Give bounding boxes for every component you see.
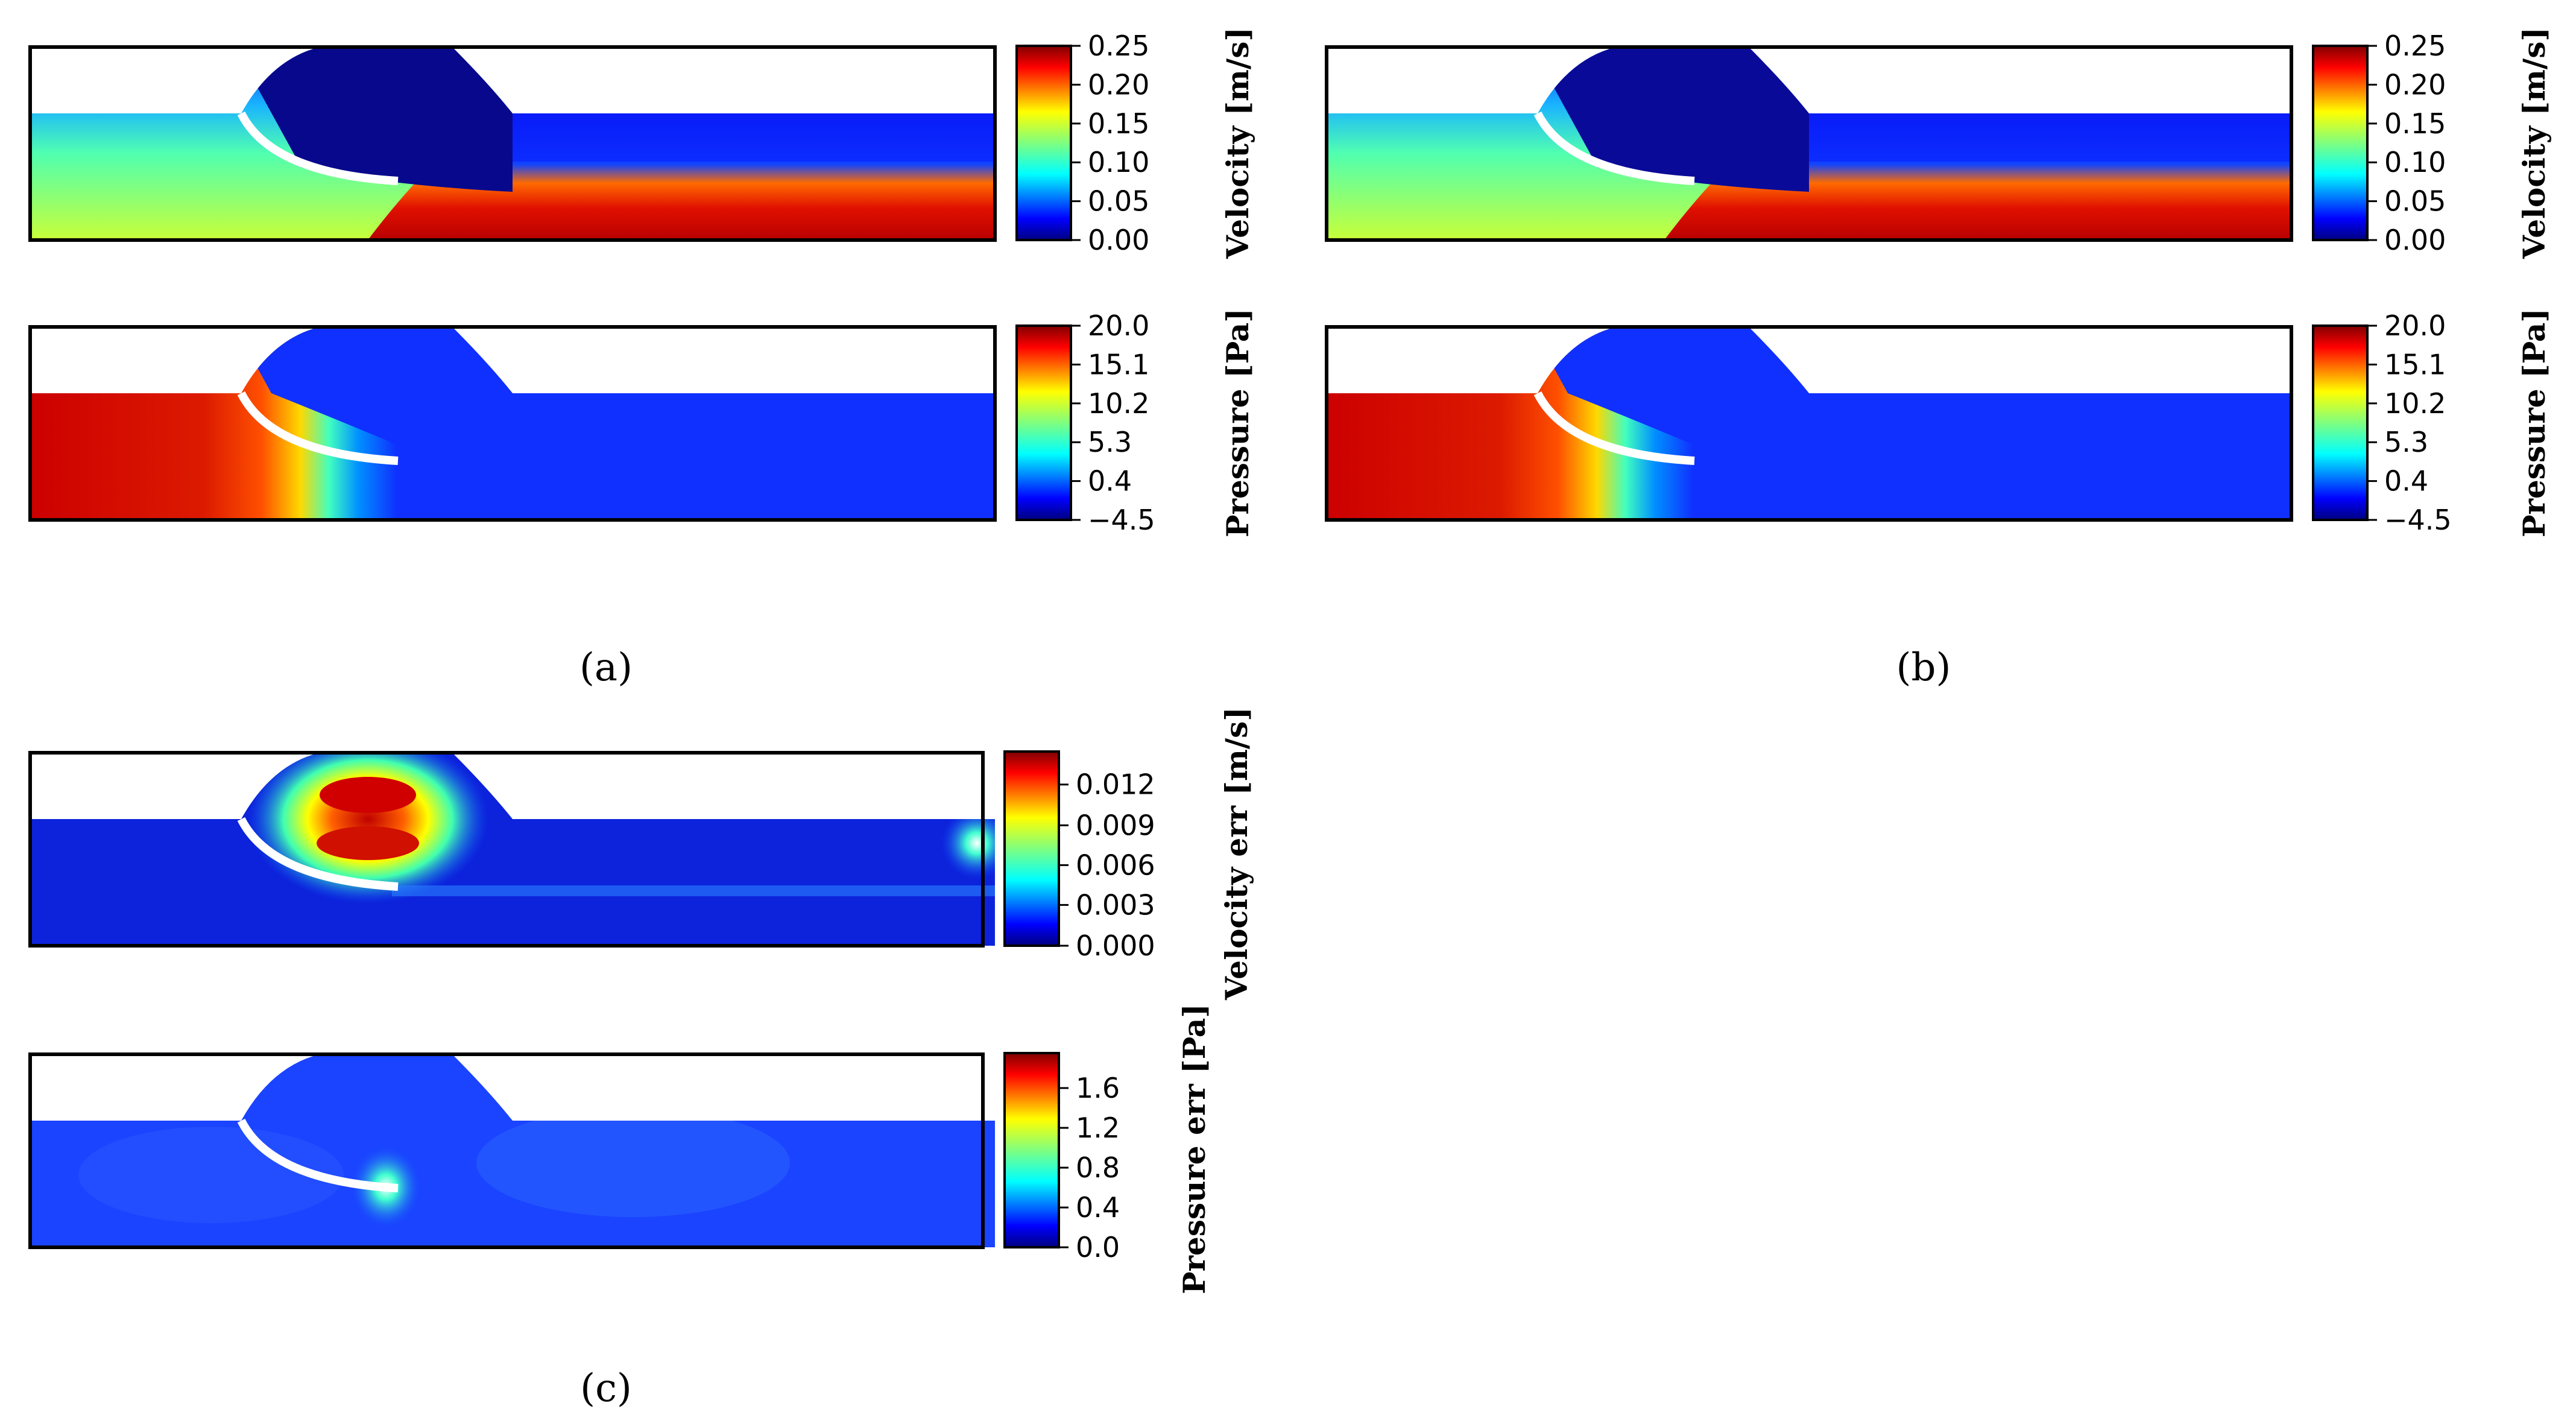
- colorbar-tick-label: 0.25: [2384, 30, 2446, 62]
- velocity-plot-a: [28, 45, 997, 242]
- panel-c: [28, 750, 1060, 1249]
- colorbar-tick-label: 10.2: [1088, 387, 1149, 420]
- colorbar-tick-label: 0.8: [1076, 1151, 1120, 1184]
- colorbar-tick-label: −4.5: [2384, 504, 2452, 536]
- colorbar-label: Velocity [m/s]: [1220, 27, 1255, 259]
- colorbar-tick-label: 5.3: [2384, 426, 2428, 458]
- colorbar-pressure-a: [1015, 324, 1072, 521]
- colorbar-tick-label: 15.1: [2384, 348, 2446, 381]
- colorbar-labels: 0.25 0.20 0.15 0.10 0.05 0.00 Velocity [m/s] 20…: [1059, 27, 2552, 1294]
- colorbar-tick-label: 0.4: [1076, 1191, 1120, 1224]
- colorbar-tick-label: 0.012: [1076, 768, 1155, 801]
- colorbar-tick-label: 0.05: [1088, 185, 1149, 218]
- caption-b: (b): [1896, 645, 1951, 690]
- colorbar-tick-label: 0.25: [1088, 30, 1149, 62]
- colorbar-tick-label: 15.1: [1088, 348, 1149, 381]
- colorbar-label: Velocity err [m/s]: [1219, 707, 1254, 1001]
- colorbar-tick-label: 0.10: [1088, 146, 1149, 179]
- colorbar-tick-label: 0.4: [2384, 465, 2428, 498]
- colorbar-tick-label: 0.20: [2384, 68, 2446, 101]
- colorbar-label: Pressure err [Pa]: [1176, 1004, 1212, 1294]
- colorbar-tick-label: 0.00: [1088, 224, 1149, 256]
- colorbar-tick-label: 1.2: [1076, 1112, 1120, 1144]
- colorbar-pressure-error-c: [1003, 1052, 1060, 1249]
- velocity-plot-b: [1325, 45, 2293, 242]
- colorbar-tick-label: 0.000: [1076, 929, 1155, 962]
- caption-a: (a): [579, 645, 633, 690]
- colorbar-velocity-b: [2312, 45, 2369, 241]
- colorbar-tick-label: 0.00: [2384, 224, 2446, 256]
- panel-a: [28, 45, 1072, 522]
- colorbar-label: Pressure [Pa]: [1220, 308, 1255, 537]
- colorbar-tick-label: −4.5: [1088, 504, 1155, 536]
- caption-c: (c): [580, 1366, 632, 1411]
- pressure-error-plot-c: [28, 1052, 995, 1249]
- colorbar-tick-label: 0.003: [1076, 888, 1155, 921]
- pressure-plot-a: [28, 325, 997, 522]
- colorbar-tick-label: 1.6: [1076, 1072, 1120, 1104]
- colorbar-tick-label: 0.4: [1088, 465, 1132, 498]
- colorbar-tick-label: 0.009: [1076, 809, 1155, 841]
- colorbar-velocity-error-c: [1003, 750, 1060, 947]
- colorbar-tick-label: 20.0: [1088, 309, 1149, 342]
- panel-b: [1325, 45, 2369, 522]
- colorbar-label: Velocity [m/s]: [2516, 27, 2552, 259]
- velocity-error-plot-c: [28, 751, 995, 948]
- colorbar-tick-label: 0.05: [2384, 185, 2446, 218]
- colorbar-tick-label: 0.20: [1088, 68, 1149, 101]
- colorbar-velocity-a: [1015, 45, 1072, 241]
- colorbar-pressure-b: [2312, 324, 2369, 521]
- colorbar-tick-label: 10.2: [2384, 387, 2446, 420]
- colorbar-tick-label: 0.15: [2384, 107, 2446, 140]
- colorbar-tick-label: 0.10: [2384, 146, 2446, 179]
- colorbar-tick-label: 0.0: [1076, 1231, 1120, 1264]
- pressure-plot-b: [1325, 325, 2293, 522]
- colorbar-tick-label: 0.006: [1076, 849, 1155, 881]
- colorbar-tick-label: 0.15: [1088, 107, 1149, 140]
- colorbar-label: Pressure [Pa]: [2516, 308, 2552, 537]
- colorbar-tick-label: 5.3: [1088, 426, 1132, 458]
- colorbar-tick-label: 20.0: [2384, 309, 2446, 342]
